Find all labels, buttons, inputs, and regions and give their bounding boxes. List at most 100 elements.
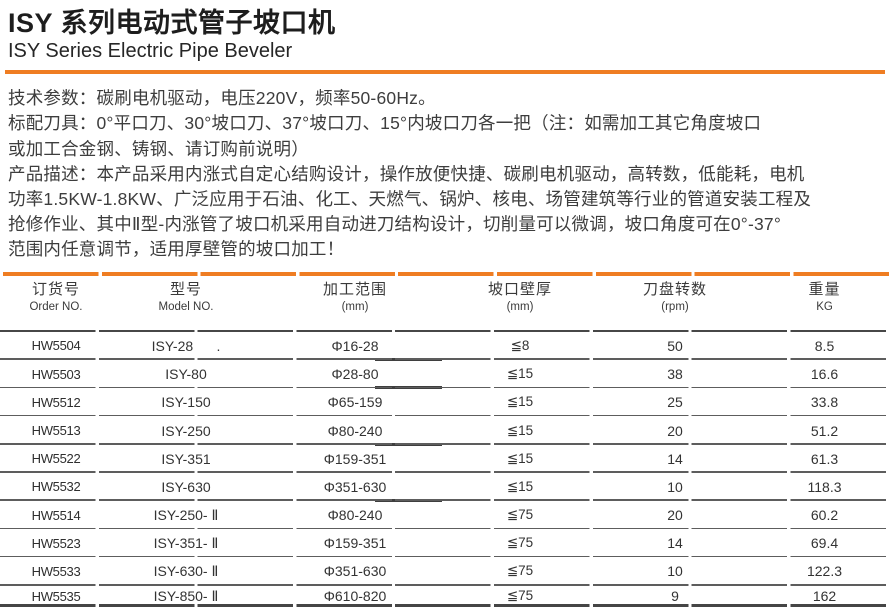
column-header: 型号 Model NO. [112, 280, 260, 314]
table-cell: ≦15 [506, 450, 534, 466]
table-cell: ISY-850- Ⅱ [153, 587, 219, 604]
table-cell: 16.6 [810, 366, 839, 383]
column-header-zh: 刀盘转数 [642, 280, 707, 298]
description-line: 标配刀具：0°平口刀、30°坡口刀、37°坡口刀、15°内坡口刀各一把（注：如需… [8, 113, 762, 134]
column-header-en: Order NO. [29, 300, 83, 313]
column-header-en: (rpm) [661, 300, 689, 313]
table-cell: ISY-250- Ⅱ [153, 506, 219, 523]
table-cell: ISY-351- Ⅱ [153, 534, 219, 551]
table-cell: ISY-28 . [151, 337, 221, 354]
table-cell: Φ351-630 [323, 478, 387, 495]
table-cell: HW5535 [31, 588, 81, 604]
table-cell: 20 [667, 422, 683, 439]
table-cell: 162 [812, 588, 837, 605]
table-cell: 33.8 [810, 394, 839, 411]
table-cell: ISY-80 [165, 366, 207, 383]
table-cell: ≦75 [506, 588, 534, 604]
table-cell: 14 [667, 450, 683, 467]
table-cell: HW5514 [31, 507, 81, 523]
table-cell: Φ28-80 [331, 366, 379, 383]
table-cell: Φ16-28 [331, 337, 379, 354]
table-cell: 9 [671, 588, 679, 605]
description-line: 抢修作业、其中Ⅱ型-内涨管了坡口机采用自动进刀结构设计，切削量可以微调，坡口角度… [8, 214, 782, 235]
table-cell: ISY-630- Ⅱ [153, 562, 219, 579]
table-row: HW5522 ISY-351 Φ159-351 ≦15 14 61.3 [0, 445, 889, 473]
table-cell: 25 [667, 394, 683, 411]
description-line: 或加工合金钢、铸钢、请订购前说明） [8, 138, 309, 159]
column-header-zh: 坡口壁厚 [487, 280, 552, 298]
table-cell: ≦75 [506, 563, 534, 579]
table-row: HW5514 ISY-250- Ⅱ Φ80-240 ≦75 20 60.2 [0, 501, 889, 530]
table-cell: Φ610-820 [323, 588, 387, 605]
table-top-rule [0, 329, 889, 332]
column-header-en: Model NO. [158, 300, 214, 313]
table-cell: HW5532 [31, 479, 81, 495]
table-cell: ISY-351 [161, 450, 211, 467]
table-cell: HW5522 [31, 451, 81, 467]
table-cell: 61.3 [810, 450, 839, 467]
table-header-accent-bar [3, 271, 889, 276]
table-cell: Φ80-240 [327, 507, 383, 524]
table-cell: 38 [667, 366, 683, 383]
table-cell: Φ65-159 [327, 394, 383, 411]
table-row: HW5532 ISY-630 Φ351-630 ≦15 10 118.3 [0, 473, 889, 503]
table-cell: HW5523 [31, 535, 81, 551]
table-cell: Φ159-351 [323, 535, 387, 552]
spec-table: 订货号 Order NO. 型号 Model NO. 加工范围 (mm) 坡口壁厚 (mm) 刀… [0, 271, 889, 607]
table-row: HW5504 ISY-28 . Φ16-28 ≦8 50 8.5 [0, 332, 889, 362]
page-subtitle: ISY Series Electric Pipe Beveler [8, 40, 293, 63]
table-row: HW5513 ISY-250 Φ80-240 ≦15 20 51.2 [0, 416, 889, 446]
table-cell: ≦15 [506, 478, 534, 494]
table-row: HW5523 ISY-351- Ⅱ Φ159-351 ≦75 14 69.4 [0, 529, 889, 558]
table-cell: ≦15 [506, 422, 534, 438]
table-cell: 60.2 [810, 507, 839, 524]
table-cell: 10 [667, 563, 683, 580]
table-cell: HW5533 [31, 563, 81, 579]
table-cell: ≦75 [506, 535, 534, 551]
column-header: 刀盘转数 (rpm) [590, 280, 760, 314]
table-cell: ≦15 [506, 394, 534, 410]
column-header-en: KG [816, 300, 833, 313]
table-row: HW5535 ISY-850- Ⅱ Φ610-820 ≦75 9 162 [0, 586, 889, 607]
table-cell: 51.2 [810, 422, 839, 439]
table-cell: ISY-150 [161, 394, 211, 411]
description-line: 功率1.5KW-1.8KW、广泛应用于石油、化工、天燃气、锅炉、核电、场管建筑等… [8, 189, 812, 210]
column-header-zh: 订货号 [31, 280, 80, 298]
table-row: HW5512 ISY-150 Φ65-159 ≦15 25 33.8 [0, 388, 889, 417]
table-row: HW5503 ISY-80 Φ28-80 ≦15 38 16.6 [0, 360, 889, 390]
table-cell: Φ351-630 [323, 563, 387, 580]
column-header: 坡口壁厚 (mm) [450, 280, 590, 314]
description-line: 范围内任意调节，适用厚壁管的坡口加工！ [8, 239, 345, 260]
table-cell: ISY-250 [161, 422, 211, 439]
table-row: HW5533 ISY-630- Ⅱ Φ351-630 ≦75 10 122.3 [0, 557, 889, 586]
table-body-wrap: HW5504 ISY-28 . Φ16-28 ≦8 50 8.5 HW5503 ISY-80 Φ… [0, 329, 889, 607]
column-header-en: (mm) [341, 300, 369, 313]
table-cell: HW5504 [31, 338, 81, 354]
column-header-zh: 型号 [169, 280, 202, 298]
table-cell: 50 [667, 337, 683, 354]
table-cell: 20 [667, 507, 683, 524]
table-cell: 118.3 [807, 478, 842, 495]
page-title: ISY 系列电动式管子坡口机 [8, 8, 336, 38]
table-cell: 8.5 [814, 337, 835, 354]
table-cell: HW5513 [31, 423, 81, 438]
table-cell: 122.3 [806, 563, 843, 580]
table-cell: ≦75 [506, 507, 534, 523]
column-header-zh: 重量 [808, 280, 841, 298]
table-cell: ≦15 [506, 366, 534, 382]
column-header-zh: 加工范围 [322, 280, 387, 298]
table-body: HW5504 ISY-28 . Φ16-28 ≦8 50 8.5 HW5503 ISY-80 Φ… [0, 332, 889, 607]
table-cell: 10 [667, 478, 683, 495]
column-header: 订货号 Order NO. [0, 280, 112, 314]
column-header-en: (mm) [506, 300, 534, 313]
accent-divider [5, 70, 885, 75]
product-description: 技术参数：碳刷电机驱动，电压220V，频率50-60Hz。标配刀具：0°平口刀、… [8, 86, 889, 262]
table-cell: HW5503 [31, 366, 81, 382]
column-header: 加工范围 (mm) [260, 280, 450, 314]
description-line: 技术参数：碳刷电机驱动，电压220V，频率50-60Hz。 [8, 88, 436, 109]
table-header-row: 订货号 Order NO. 型号 Model NO. 加工范围 (mm) 坡口壁厚 (mm) 刀… [0, 276, 889, 314]
table-cell: Φ80-240 [327, 422, 383, 439]
description-line: 产品描述：本产品采用内涨式自定心结购设计，操作放便快捷、碳刷电机驱动，高转数，低… [8, 163, 805, 184]
table-cell: HW5512 [31, 394, 81, 410]
